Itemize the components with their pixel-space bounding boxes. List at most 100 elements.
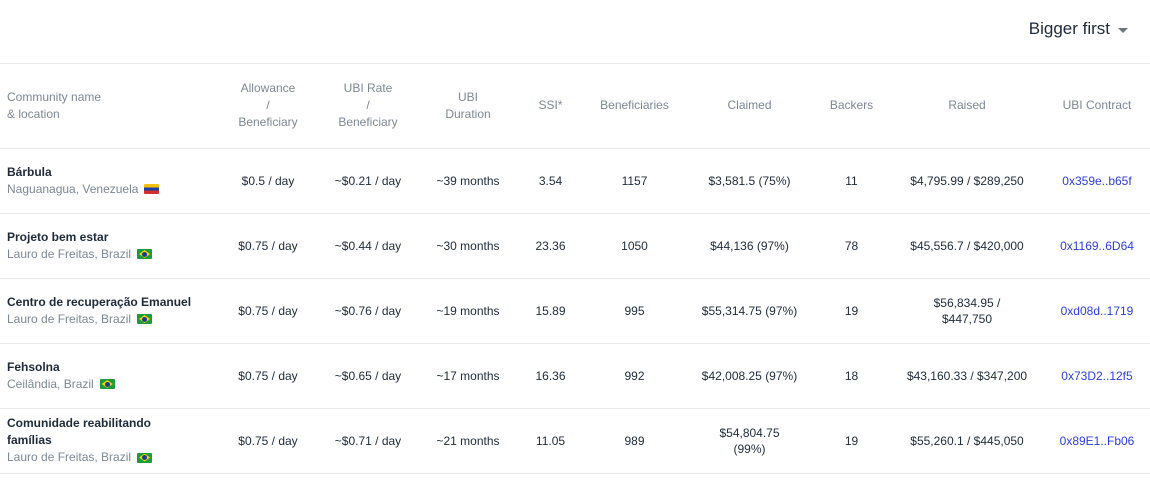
community-location: Ceilândia, Brazil [7, 376, 214, 393]
col-header-ubi-rate-line3: Beneficiary [338, 115, 398, 130]
beneficiaries-cell: 989 [583, 408, 686, 474]
raised-line1: $4,795.99 / $289,250 [910, 173, 1024, 188]
top-bar: Bigger first [0, 0, 1150, 64]
ubi-contract-cell: 0xd08d..1719 [1044, 278, 1150, 344]
ubi-duration-cell: ~39 months [418, 148, 518, 214]
allowance-cell: $0.75 / day [218, 213, 318, 279]
raised-cell: $56,834.95 / $447,750 [890, 278, 1044, 344]
ssi-cell: 16.36 [518, 343, 583, 409]
table-row[interactable]: Projeto bem estar Lauro de Freitas, Braz… [0, 213, 1150, 279]
beneficiaries-cell: 1050 [583, 213, 686, 279]
col-header-ssi[interactable]: SSI* [518, 64, 583, 149]
col-header-claimed[interactable]: Claimed [686, 64, 813, 149]
col-header-ubi-duration[interactable]: UBI Duration [418, 64, 518, 149]
col-header-ubi-rate-line1: UBI Rate [343, 81, 393, 96]
col-header-ubi-duration-line1: UBI [457, 89, 478, 104]
table-row[interactable]: Comunidade reabilitando famílias Lauro d… [0, 408, 1150, 474]
raised-line1: $56,834.95 / [933, 295, 1001, 310]
sort-dropdown-label: Bigger first [1028, 19, 1110, 38]
ubi-contract-link[interactable]: 0xd08d..1719 [1060, 303, 1134, 318]
community-cell: Comunidade reabilitando famílias Lauro d… [0, 408, 218, 474]
ubi-contract-link[interactable]: 0x359e..b65f [1062, 173, 1132, 188]
community-location-text: Ceilândia, Brazil [7, 376, 94, 391]
claimed-line1: $55,314.75 (97%) [701, 303, 798, 318]
brazil-flag [137, 452, 153, 463]
col-header-community[interactable]: Community name & location [0, 64, 218, 149]
brazil-flag [137, 249, 153, 259]
backers-cell: 78 [813, 213, 890, 279]
table-row[interactable]: Centro de recuperação Emanuel Lauro de F… [0, 278, 1150, 344]
col-header-raised[interactable]: Raised [890, 64, 1044, 149]
claimed-line1: $3,581.5 (75%) [708, 173, 791, 188]
community-name[interactable]: Projeto bem estar [7, 229, 214, 246]
ubi-contract-cell: 0x359e..b65f [1044, 148, 1150, 214]
community-name-line1: Comunidade reabilitando [7, 416, 152, 430]
brazil-flag [99, 379, 115, 389]
raised-line1: $45,556.7 / $420,000 [910, 238, 1024, 253]
allowance-cell: $0.75 / day [218, 343, 318, 409]
claimed-cell: $3,581.5 (75%) [686, 148, 813, 214]
claimed-line1: $42,008.25 (97%) [701, 368, 798, 383]
raised-cell: $4,795.99 / $289,250 [890, 148, 1044, 214]
ubi-contract-cell: 0x1169..6D64 [1044, 213, 1150, 279]
beneficiaries-cell: 995 [583, 278, 686, 344]
community-cell: Centro de recuperação Emanuel Lauro de F… [0, 278, 218, 344]
claimed-line1: $44,136 (97%) [710, 238, 789, 253]
ssi-cell: 15.89 [518, 278, 583, 344]
raised-line1: $55,260.1 / $445,050 [910, 433, 1024, 448]
community-location-text: Naguanagua, Venezuela [7, 181, 139, 196]
community-location-text: Lauro de Freitas, Brazil [7, 246, 132, 261]
claimed-line1: $54,804.75 [719, 425, 780, 440]
claimed-cell: $55,314.75 (97%) [686, 278, 813, 344]
ubi-contract-link[interactable]: 0x73D2..12f5 [1061, 368, 1133, 383]
ubi-rate-cell: ~$0.76 / day [318, 278, 418, 344]
claimed-cell: $42,008.25 (97%) [686, 343, 813, 409]
backers-cell: 18 [813, 343, 890, 409]
raised-cell: $45,556.7 / $420,000 [890, 213, 1044, 279]
col-header-allowance-line2: / [266, 98, 270, 113]
col-header-allowance-line1: Allowance [240, 81, 296, 96]
community-location: Lauro de Freitas, Brazil [7, 246, 214, 263]
ubi-contract-link[interactable]: 0x1169..6D64 [1060, 238, 1134, 253]
backers-cell: 19 [813, 278, 890, 344]
raised-cell: $43,160.33 / $347,200 [890, 343, 1044, 409]
claimed-cell: $44,136 (97%) [686, 213, 813, 279]
claimed-cell: $54,804.75 (99%) [686, 408, 813, 474]
ssi-cell: 23.36 [518, 213, 583, 279]
ubi-contract-cell: 0x89E1..Fb06 [1044, 408, 1150, 474]
table-row[interactable]: Fehsolna Ceilândia, Brazil $0.75 / day ~… [0, 343, 1150, 409]
ubi-duration-cell: ~21 months [418, 408, 518, 474]
venezuela-flag [144, 184, 160, 194]
col-header-backers[interactable]: Backers [813, 64, 890, 149]
ubi-rate-cell: ~$0.71 / day [318, 408, 418, 474]
community-name[interactable]: Comunidade reabilitando famílias [7, 415, 214, 449]
community-name-line1: Projeto bem estar [7, 229, 109, 244]
community-name[interactable]: Fehsolna [7, 359, 214, 376]
raised-line2: $447,750 [941, 311, 993, 326]
community-location-text: Lauro de Freitas, Brazil [7, 311, 132, 326]
ssi-cell: 3.54 [518, 148, 583, 214]
table-row[interactable]: Bárbula Naguanagua, Venezuela $0.5 / day… [0, 148, 1150, 214]
ssi-cell: 11.05 [518, 408, 583, 474]
backers-cell: 11 [813, 148, 890, 214]
community-name-line2: famílias [7, 433, 52, 447]
community-location: Lauro de Freitas, Brazil [7, 449, 214, 466]
allowance-cell: $0.75 / day [218, 408, 318, 474]
community-location: Naguanagua, Venezuela [7, 181, 214, 198]
col-header-ubi-contract[interactable]: UBI Contract [1044, 64, 1150, 149]
raised-cell: $55,260.1 / $445,050 [890, 408, 1044, 474]
community-name[interactable]: Bárbula [7, 164, 214, 181]
claimed-line2: (99%) [733, 441, 766, 456]
community-location: Lauro de Freitas, Brazil [7, 311, 214, 328]
beneficiaries-cell: 1157 [583, 148, 686, 214]
brazil-flag [137, 314, 153, 324]
ubi-contract-cell: 0x73D2..12f5 [1044, 343, 1150, 409]
col-header-ubi-rate[interactable]: UBI Rate / Beneficiary [318, 64, 418, 149]
col-header-allowance[interactable]: Allowance / Beneficiary [218, 64, 318, 149]
ubi-contract-link[interactable]: 0x89E1..Fb06 [1059, 433, 1135, 448]
col-header-beneficiaries[interactable]: Beneficiaries [583, 64, 686, 149]
community-name[interactable]: Centro de recuperação Emanuel [7, 294, 214, 311]
caret-down-icon [1118, 27, 1128, 33]
ubi-duration-cell: ~19 months [418, 278, 518, 344]
sort-dropdown[interactable]: Bigger first [1029, 19, 1128, 39]
